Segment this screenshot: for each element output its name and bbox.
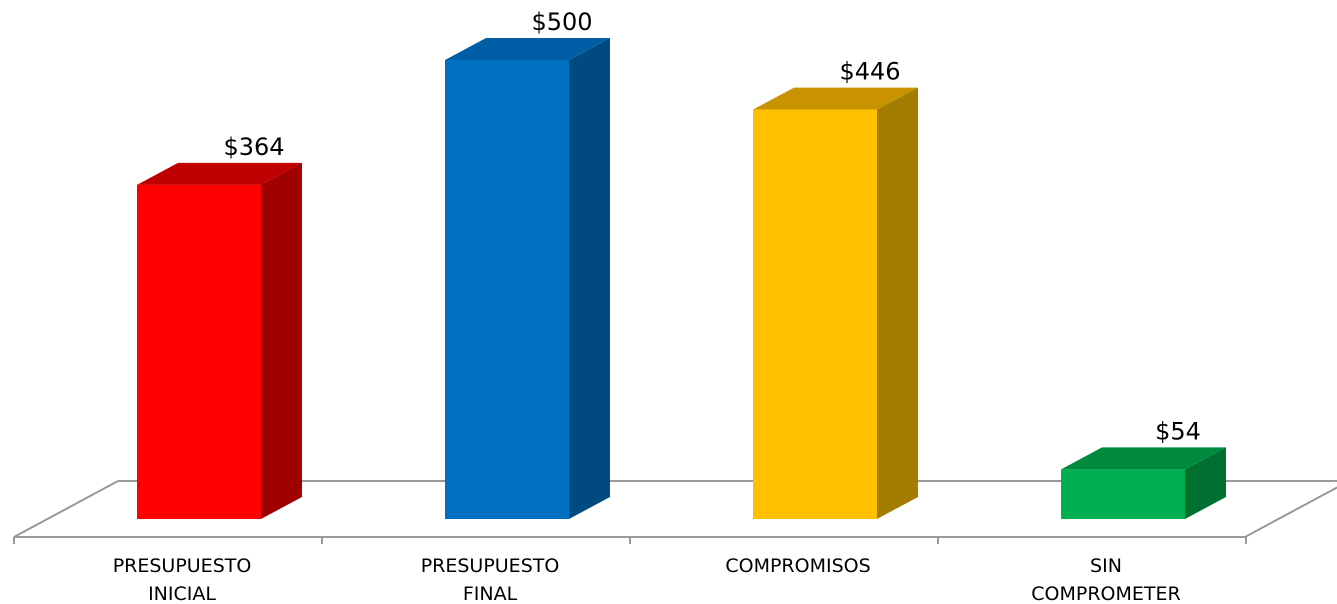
bar-top-face xyxy=(1061,447,1226,470)
floor-left-edge xyxy=(13,480,119,538)
bar-side-face xyxy=(1185,447,1226,519)
bar-front-face xyxy=(753,109,877,520)
category-label-line: SIN xyxy=(1090,555,1122,577)
bar-top-face xyxy=(445,38,610,60)
bars xyxy=(137,38,1226,520)
category-label: COMPROMISOS xyxy=(725,555,870,577)
category-label-line: COMPROMETER xyxy=(1031,583,1180,604)
bar-side-face xyxy=(877,87,918,520)
bar-front-face xyxy=(137,184,261,519)
value-labels: $364 $500 $446 $54 xyxy=(223,8,1200,445)
category-label-line: FINAL xyxy=(463,583,518,604)
category-label-line: COMPROMISOS xyxy=(725,555,870,577)
data-label: $446 xyxy=(839,58,900,86)
category-label-line: PRESUPUESTO xyxy=(421,555,560,577)
bar-top-face xyxy=(137,162,302,185)
category-label: PRESUPUESTO INICIAL xyxy=(113,555,252,604)
bar-2 xyxy=(445,38,610,519)
data-label: $54 xyxy=(1155,417,1201,445)
bar-front-face xyxy=(1061,469,1185,519)
bar-side-face xyxy=(569,38,610,519)
category-labels: PRESUPUESTO INICIAL PRESUPUESTO FINAL COMPRO… xyxy=(113,555,1181,604)
bar-3 xyxy=(753,87,918,520)
category-label-line: INICIAL xyxy=(148,583,216,604)
floor-right-edge xyxy=(1244,486,1337,538)
data-label: $500 xyxy=(531,8,592,36)
data-label: $364 xyxy=(223,133,284,161)
category-label: SIN COMPROMETER xyxy=(1031,555,1180,604)
bar-front-face xyxy=(445,60,569,519)
bar-top-face xyxy=(753,87,918,110)
category-label: PRESUPUESTO FINAL xyxy=(421,555,560,604)
bar-side-face xyxy=(261,162,302,519)
bar-1 xyxy=(137,162,302,519)
category-label-line: PRESUPUESTO xyxy=(113,555,252,577)
bar-4 xyxy=(1061,447,1226,519)
